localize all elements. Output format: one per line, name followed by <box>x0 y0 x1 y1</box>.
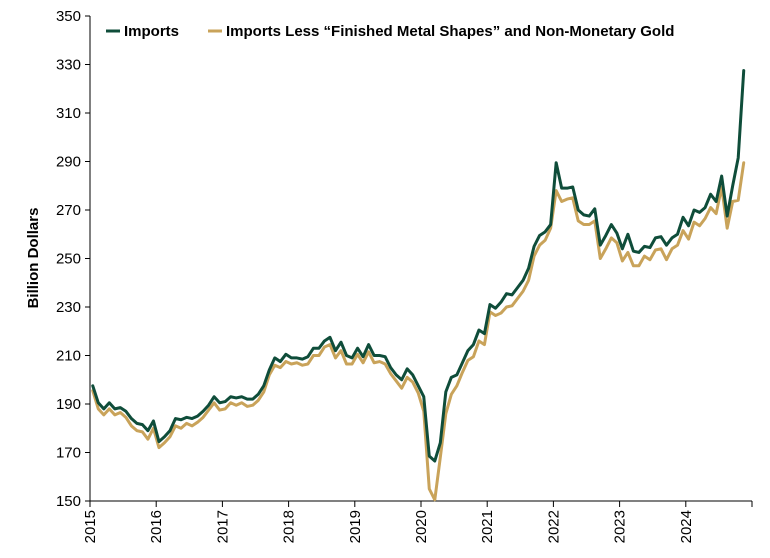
x-tick-label: 2016 <box>148 510 165 543</box>
y-tick-label: 250 <box>56 251 81 268</box>
x-tick-label: 2020 <box>413 510 430 543</box>
x-tick-label: 2018 <box>281 510 298 543</box>
y-tick-label: 230 <box>56 299 81 316</box>
legend-item-imports-less-metal-and-gold: Imports Less “Finished Metal Shapes” and… <box>226 23 674 40</box>
chart-axes: 150 170 190 210 230 250 270 290 310 330 350 2015 201… <box>56 8 753 543</box>
y-tick-label: 210 <box>56 348 81 365</box>
y-tick-label: 150 <box>56 493 81 510</box>
x-tick-label: 2021 <box>479 510 496 543</box>
series-line-imports <box>91 69 746 463</box>
y-tick-label: 350 <box>56 8 81 25</box>
x-tick-label: 2024 <box>678 510 695 543</box>
y-tick-label: 270 <box>56 202 81 219</box>
y-tick-label: 170 <box>56 445 81 462</box>
x-tick-label: 2022 <box>545 510 562 543</box>
y-axis-title: Billion Dollars <box>25 208 42 309</box>
y-tick-label: 330 <box>56 57 81 74</box>
legend-item-imports: Imports <box>124 23 179 40</box>
x-tick-label: 2017 <box>214 510 231 543</box>
x-tick-label: 2023 <box>612 510 629 543</box>
y-tick-label: 290 <box>56 154 81 171</box>
chart-series-lines <box>91 69 746 502</box>
y-tick-label: 310 <box>56 105 81 122</box>
y-tick-label: 190 <box>56 396 81 413</box>
x-tick-label: 2019 <box>347 510 364 543</box>
chart-legend: Imports Imports Less “Finished Metal Shap… <box>106 23 674 40</box>
series-line-imports-less-metal-and-gold <box>91 161 746 502</box>
x-tick-label: 2015 <box>82 510 99 543</box>
